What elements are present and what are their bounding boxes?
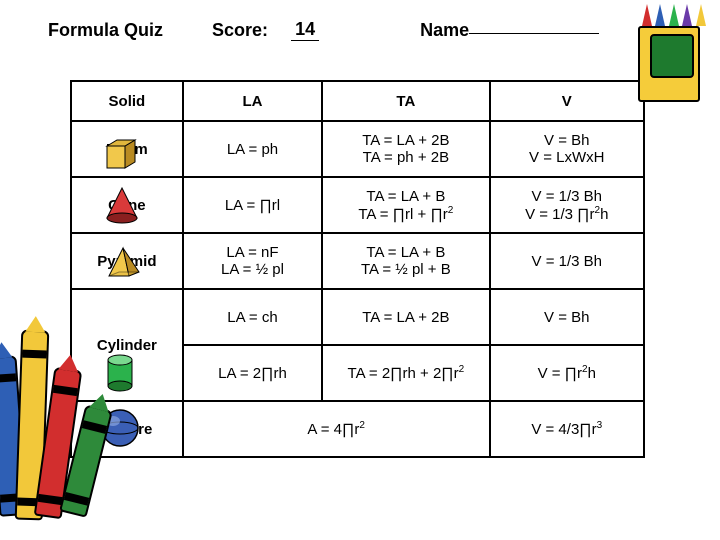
cone-cell: Cone [71,177,183,233]
col-solid: Solid [71,81,183,121]
cylinder-la1: LA = ch [183,289,322,345]
cone-la: LA = ∏rl [183,177,322,233]
row-sphere: Sphere A = 4∏r2 V = 4/3∏r3 [71,401,644,457]
formula-table: Solid LA TA V Prism LA = ph TA = LA + 2B… [70,80,645,458]
name-label: Name [420,20,469,41]
prism-ta: TA = LA + 2BTA = ph + 2B [322,121,489,177]
cylinder-la2: LA = 2∏rh [183,345,322,401]
pyramid-la: LA = nFLA = ½ pl [183,233,322,289]
crayons-decoration [0,286,144,516]
score-value: 14 [291,19,319,41]
row-cylinder-1: Cylinder LA = ch TA = LA + 2B V = Bh [71,289,644,345]
col-la: LA [183,81,322,121]
crayon-pack-icon [638,2,706,112]
quiz-title: Formula Quiz [48,20,163,41]
row-prism: Prism LA = ph TA = LA + 2BTA = ph + 2B V… [71,121,644,177]
pyramid-v: V = 1/3 Bh [490,233,644,289]
prism-la: LA = ph [183,121,322,177]
cylinder-ta1: TA = LA + 2B [322,289,489,345]
score-label: Score: [212,20,268,41]
row-cone: Cone LA = ∏rl TA = LA + BTA = ∏rl + ∏r2 … [71,177,644,233]
prism-cell: Prism [71,121,183,177]
header-row: Solid LA TA V [71,81,644,121]
cone-v: V = 1/3 BhV = 1/3 ∏r2h [490,177,644,233]
sphere-a: A = 4∏r2 [183,401,490,457]
sphere-v: V = 4/3∏r3 [490,401,644,457]
cylinder-v1: V = Bh [490,289,644,345]
pyramid-cell: Pyramid [71,233,183,289]
pack-body [638,26,700,102]
prism-v: V = BhV = LxWxH [490,121,644,177]
cylinder-v2: V = ∏r2h [490,345,644,401]
name-blank[interactable] [469,33,599,34]
col-ta: TA [322,81,489,121]
row-pyramid: Pyramid LA = nFLA = ½ pl TA = LA + BTA =… [71,233,644,289]
quiz-header: Formula Quiz Score: 14 Name [48,20,660,42]
cylinder-ta2: TA = 2∏rh + 2∏r2 [322,345,489,401]
pyramid-ta: TA = LA + BTA = ½ pl + B [322,233,489,289]
cone-ta: TA = LA + BTA = ∏rl + ∏r2 [322,177,489,233]
col-v: V [490,81,644,121]
